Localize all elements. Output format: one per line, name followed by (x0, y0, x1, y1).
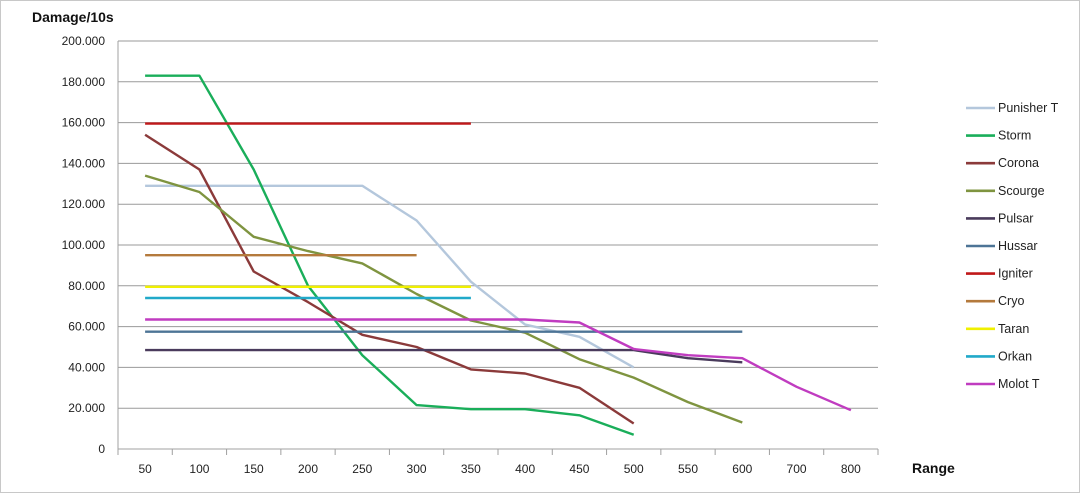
y-tick-label: 20.000 (68, 401, 105, 415)
legend-label-molot-t: Molot T (998, 377, 1040, 391)
x-tick-label: 400 (515, 462, 535, 476)
x-tick-label: 100 (189, 462, 209, 476)
legend-label-corona: Corona (998, 156, 1039, 170)
x-tick-label: 500 (624, 462, 644, 476)
x-tick-label: 150 (244, 462, 264, 476)
y-tick-label: 160.000 (62, 116, 106, 130)
x-axis-title: Range (912, 460, 955, 476)
y-tick-label: 80.000 (68, 279, 105, 293)
y-tick-label: 180.000 (62, 75, 106, 89)
series-line-scourge (144, 174, 743, 424)
x-tick-label: 200 (298, 462, 318, 476)
y-tick-label: 200.000 (62, 34, 106, 48)
legend-label-storm: Storm (998, 129, 1031, 143)
x-tick-label: 800 (841, 462, 861, 476)
legend-label-cryo: Cryo (998, 294, 1024, 308)
x-tick-label: 250 (352, 462, 372, 476)
x-tick-label: 700 (787, 462, 807, 476)
legend-label-pulsar: Pulsar (998, 211, 1033, 225)
x-axis-ticks: 50 100 150 200 250 300 350 400 450 500 550 600 700 80… (117, 449, 879, 476)
x-tick-label: 450 (569, 462, 589, 476)
series-line-pulsar (145, 348, 743, 364)
x-tick-label: 600 (732, 462, 752, 476)
legend-label-scourge: Scourge (998, 184, 1045, 198)
legend-label-taran: Taran (998, 322, 1029, 336)
y-axis-ticks: 0 20.000 40.000 60.000 80.000 100.000 120.000 1… (62, 34, 106, 456)
series-line-molot-t (145, 318, 852, 412)
legend-label-orkan: Orkan (998, 349, 1032, 363)
x-tick-label: 50 (138, 462, 152, 476)
y-axis-title: Damage/10s (32, 9, 114, 25)
y-tick-label: 60.000 (68, 320, 105, 334)
series-line-corona (144, 133, 635, 425)
grid-lines (117, 40, 878, 450)
legend-label-igniter: Igniter (998, 267, 1033, 281)
legend-label-punisher-t: Punisher T (998, 101, 1059, 115)
y-tick-label: 40.000 (68, 360, 105, 374)
y-tick-label: 0 (98, 442, 105, 456)
y-tick-label: 100.000 (62, 238, 106, 252)
x-tick-label: 350 (461, 462, 481, 476)
legend: Punisher T Storm Corona Scourge Pulsar Hussar… (966, 101, 1059, 391)
y-tick-label: 140.000 (62, 156, 106, 170)
x-tick-label: 550 (678, 462, 698, 476)
legend-label-hussar: Hussar (998, 239, 1038, 253)
series-lines (144, 74, 852, 436)
x-tick-label: 300 (407, 462, 427, 476)
y-tick-label: 120.000 (62, 197, 106, 211)
